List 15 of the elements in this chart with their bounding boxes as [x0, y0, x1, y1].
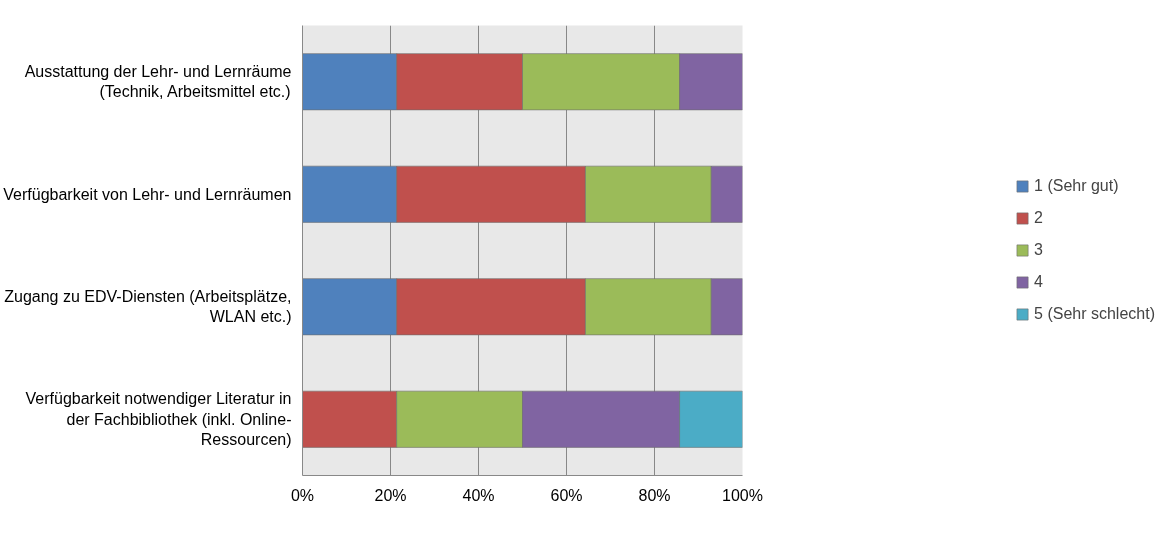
legend-label: 5 (Sehr schlecht) [1034, 305, 1155, 323]
y-tick-label: Ausstattung der Lehr- und Lernräume (Technik, Arbeitsmittel etc.) [24, 63, 292, 101]
x-tick-label: 100% [722, 486, 763, 504]
x-tick-label: 60% [550, 486, 583, 504]
y-tick-label: Verfügbarkeit notwendiger Literatur in der Fachbibliothek (inkl. Online-Ressourcen) [25, 390, 292, 449]
legend-label: 4 [1034, 273, 1044, 291]
x-tick-label: 0% [290, 486, 315, 504]
x-tick-label: 80% [638, 486, 671, 504]
x-tick-label: 40% [462, 486, 495, 504]
legend-label: 3 [1034, 241, 1044, 259]
legend-label: 2 [1034, 209, 1044, 227]
y-tick-label: Zugang zu EDV-Diensten (Arbeitsplätze, WLAN etc.) [4, 288, 292, 326]
x-tick-label: 20% [374, 486, 407, 504]
legend-label: 1 (Sehr gut) [1034, 177, 1119, 195]
y-tick-label: Verfügbarkeit von Lehr- und Lernräumen [3, 185, 292, 203]
